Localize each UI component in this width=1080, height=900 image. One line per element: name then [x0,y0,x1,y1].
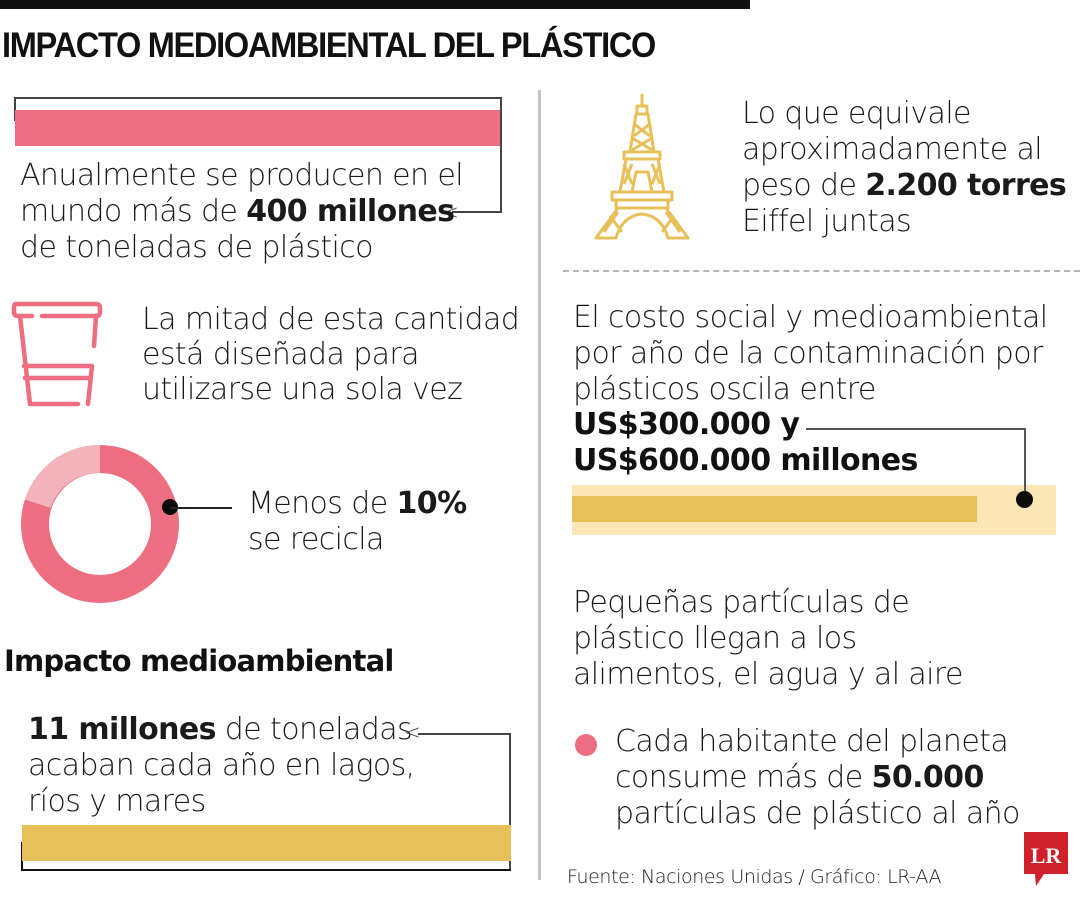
column-divider [538,90,541,880]
source-credit: Fuente: Naciones Unidas / Gráfico: LR-AA [567,866,942,888]
text-line: 11 millones de toneladas [28,712,428,748]
text-span: de toneladas [215,712,413,747]
waterways-text: 11 millones de toneladas acaban cada año… [28,712,428,820]
bracket-line [500,97,502,213]
recycling-donut-chart [21,445,179,603]
section-title: Impacto medioambiental [4,644,394,678]
text-line: peso de 2.200 torres [742,168,1072,204]
text-line: acaban cada año en lagos, [28,748,415,783]
text-line: de toneladas de plástico [20,230,374,265]
single-use-text: La mitad de esta cantidad está diseñada … [142,302,532,407]
callout-line [1024,428,1026,498]
production-text: Anualmente se producen en el mundo más d… [20,158,490,266]
bracket-line [452,211,502,213]
text-span: mundo más de [20,194,247,229]
text-line: plásticos oscila entre [573,372,876,407]
text-line: consume más de 50.000 [615,760,1065,796]
cup-icon [11,301,103,407]
top-rule [0,0,750,9]
arrow-left-icon: < [442,200,459,224]
text-line: Cada habitante del planeta [615,724,1009,759]
bracket-line [509,733,511,870]
highlight-value: US$300.000 y [573,407,800,442]
highlight-value: 400 millones [246,194,455,229]
eiffel-text: Lo que equivale aproximadamente al peso … [742,96,1072,240]
text-span: peso de [742,168,866,203]
highlight-value: 10% [396,486,468,521]
page-title: IMPACTO MEDIOAMBIENTAL DEL PLÁSTICO [2,26,656,65]
text-line: La mitad de esta cantidad [142,302,520,337]
text-line: mundo más de 400 millones [20,194,490,230]
text-line: alimentos, el agua y al aire [573,657,963,692]
callout-dot [1016,491,1033,508]
cost-text: El costo social y medioambiental por año… [573,300,1073,408]
text-line: se recicla [248,522,384,557]
recycling-text: Menos de 10% se recicla [248,486,518,558]
highlight-value: 2.200 torres [865,168,1067,203]
eiffel-tower-icon [594,94,690,240]
bullet-dot-icon [575,734,597,756]
text-line: Lo que equivale [742,96,972,131]
bracket-line [21,869,511,871]
text-line: Menos de 10% [248,486,518,522]
arrow-left-icon: < [404,720,421,744]
cost-values: US$300.000 y US$600.000 millones [573,407,1053,479]
text-span: Menos de [248,486,397,521]
callout-line [170,507,232,509]
logo-text: LR [1031,843,1063,868]
text-line: por año de la contaminación por [573,336,1043,371]
dashed-divider [563,270,1080,272]
text-line: Eiffel juntas [742,204,912,239]
text-span: consume más de [615,760,872,795]
waterways-bar [22,825,511,861]
highlight-value: 11 millones [28,712,216,747]
bracket-line [14,97,502,99]
highlight-value: 50.000 [871,760,985,795]
text-line: Anualmente se producen en el [20,158,464,193]
text-line: plástico llegan a los [573,621,857,656]
consumption-text: Cada habitante del planeta consume más d… [615,724,1065,832]
text-line: está diseñada para [142,337,420,372]
particles-text: Pequeñas partículas de plástico llegan a… [573,585,1053,693]
bracket-line [14,97,16,121]
callout-line [806,428,1026,430]
highlight-value: US$600.000 millones [573,443,918,478]
text-line: Pequeñas partículas de [573,585,910,620]
production-bar [15,110,502,146]
text-line: partículas de plástico al año [615,796,1020,831]
lr-logo-icon: LR [1024,832,1068,886]
text-line: ríos y mares [28,784,206,819]
cost-value-bar [572,496,977,522]
text-line: utilizarse una sola vez [142,372,463,407]
bracket-line [418,733,511,735]
text-line: aproximadamente al [742,132,1043,167]
text-line: El costo social y medioambiental [573,300,1048,335]
